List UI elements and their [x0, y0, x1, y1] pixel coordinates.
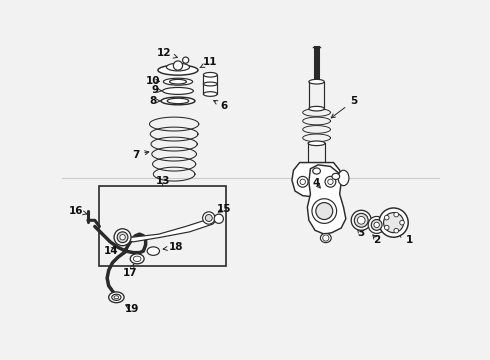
- Ellipse shape: [158, 65, 198, 75]
- Ellipse shape: [161, 97, 195, 105]
- Circle shape: [300, 179, 305, 184]
- Circle shape: [325, 176, 336, 187]
- Ellipse shape: [205, 215, 212, 221]
- Ellipse shape: [117, 232, 128, 243]
- Ellipse shape: [332, 173, 340, 180]
- Circle shape: [173, 61, 183, 70]
- Text: 6: 6: [214, 100, 228, 111]
- Ellipse shape: [354, 213, 368, 227]
- Polygon shape: [292, 163, 341, 197]
- Text: 18: 18: [163, 242, 184, 252]
- Ellipse shape: [368, 216, 385, 233]
- Text: 5: 5: [331, 96, 357, 118]
- Ellipse shape: [163, 78, 193, 85]
- Ellipse shape: [167, 63, 190, 71]
- Ellipse shape: [203, 92, 217, 96]
- Ellipse shape: [313, 168, 320, 174]
- Ellipse shape: [316, 203, 333, 220]
- Ellipse shape: [312, 199, 337, 223]
- Ellipse shape: [384, 213, 404, 233]
- Ellipse shape: [133, 256, 141, 261]
- Polygon shape: [120, 214, 220, 242]
- Ellipse shape: [130, 254, 144, 264]
- Ellipse shape: [163, 87, 194, 94]
- Text: 13: 13: [155, 176, 170, 186]
- Ellipse shape: [379, 208, 408, 237]
- Text: 16: 16: [69, 206, 87, 216]
- Text: 19: 19: [124, 304, 139, 314]
- Circle shape: [297, 176, 308, 187]
- Text: 1: 1: [398, 234, 413, 244]
- Ellipse shape: [120, 235, 125, 240]
- Ellipse shape: [167, 98, 189, 104]
- Ellipse shape: [109, 292, 124, 303]
- Circle shape: [394, 212, 398, 217]
- Ellipse shape: [320, 233, 331, 243]
- Text: 8: 8: [150, 96, 160, 106]
- Polygon shape: [307, 165, 346, 234]
- Ellipse shape: [203, 72, 217, 77]
- Text: 14: 14: [104, 246, 118, 256]
- Ellipse shape: [214, 214, 223, 223]
- Text: 10: 10: [146, 76, 161, 86]
- Ellipse shape: [374, 222, 379, 228]
- Ellipse shape: [357, 216, 365, 224]
- Ellipse shape: [338, 170, 349, 186]
- Ellipse shape: [170, 80, 186, 84]
- Ellipse shape: [114, 229, 131, 246]
- Text: 12: 12: [157, 48, 177, 58]
- Text: 15: 15: [217, 204, 231, 214]
- Circle shape: [183, 57, 189, 63]
- Circle shape: [394, 228, 398, 233]
- Ellipse shape: [309, 106, 324, 111]
- Ellipse shape: [112, 294, 121, 300]
- Ellipse shape: [203, 82, 217, 86]
- Circle shape: [385, 215, 389, 220]
- Text: 17: 17: [123, 264, 138, 278]
- Text: 4: 4: [313, 178, 320, 188]
- Bar: [203, 75, 217, 94]
- Text: 7: 7: [132, 150, 149, 160]
- Circle shape: [400, 220, 404, 225]
- Text: 11: 11: [200, 58, 218, 68]
- Ellipse shape: [147, 247, 160, 255]
- Ellipse shape: [203, 212, 215, 224]
- Text: 9: 9: [151, 85, 162, 95]
- Circle shape: [323, 235, 329, 241]
- Ellipse shape: [371, 220, 382, 230]
- Text: 2: 2: [373, 235, 380, 244]
- Text: 3: 3: [358, 228, 365, 238]
- Bar: [99, 186, 226, 266]
- Circle shape: [328, 179, 333, 184]
- Ellipse shape: [309, 80, 324, 84]
- Circle shape: [385, 225, 389, 230]
- Ellipse shape: [351, 210, 371, 230]
- Ellipse shape: [308, 141, 325, 145]
- Ellipse shape: [114, 296, 119, 299]
